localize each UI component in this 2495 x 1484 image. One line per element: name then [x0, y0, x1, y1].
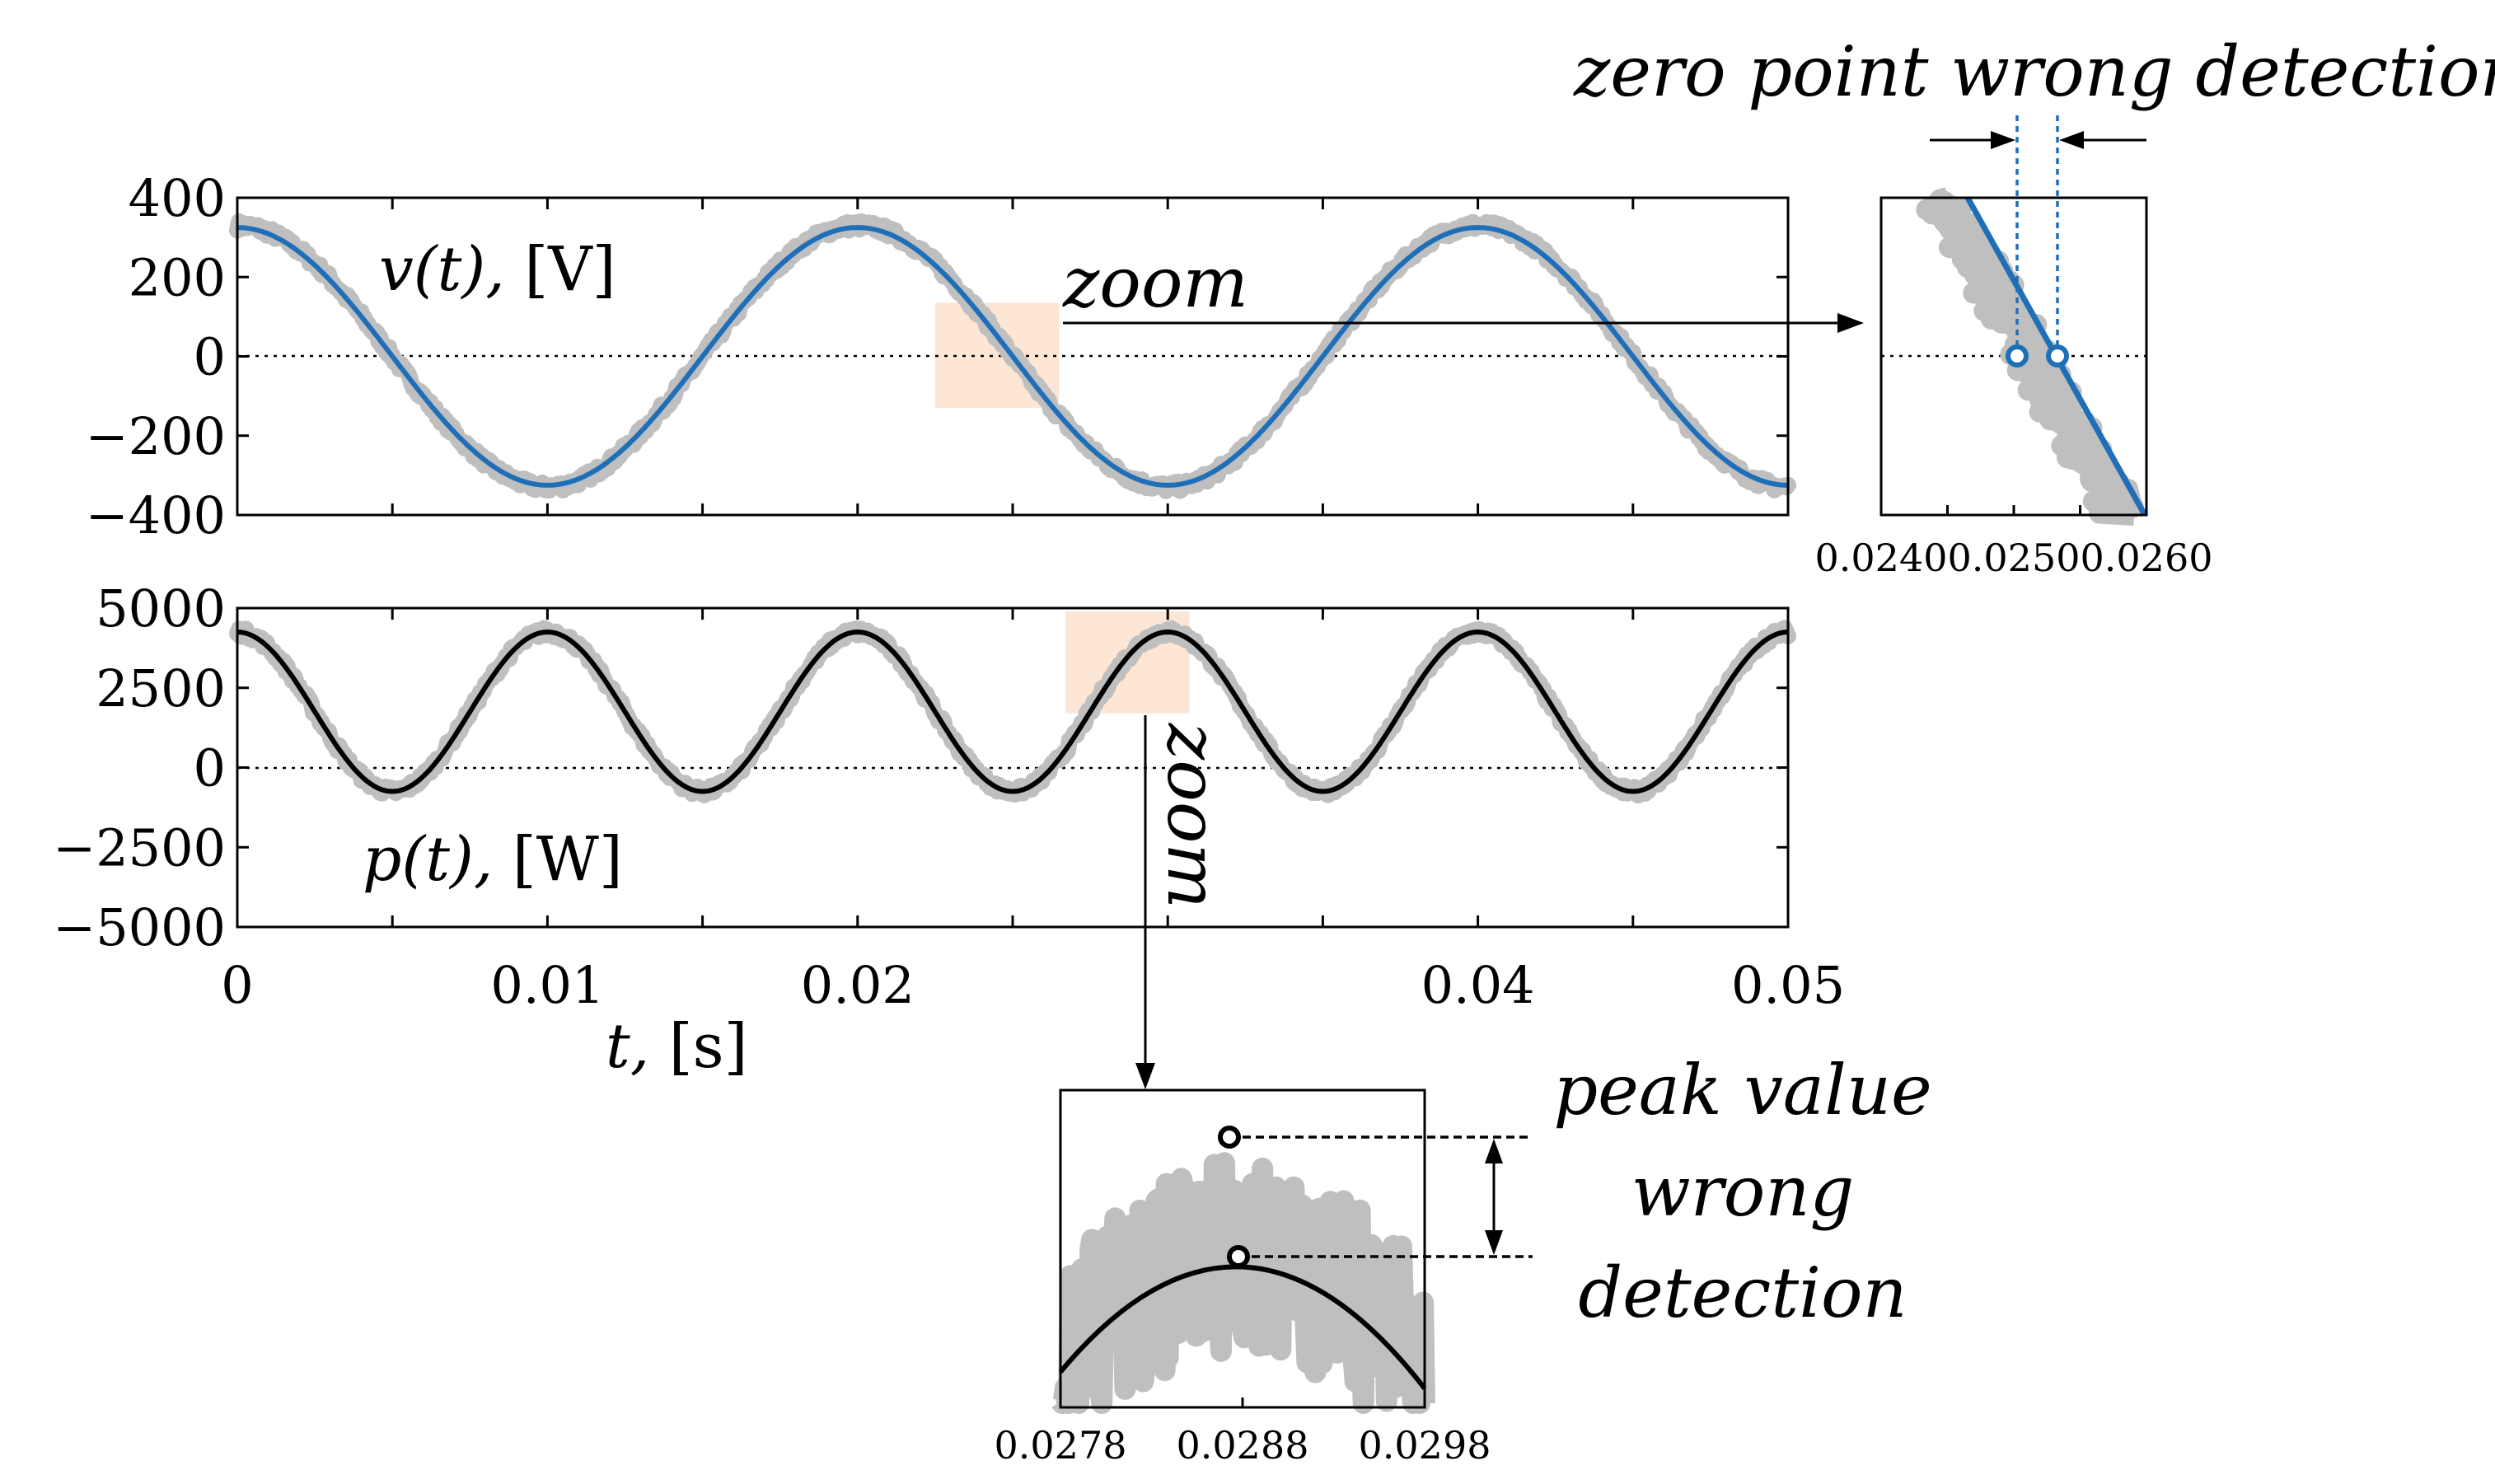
y-tick-label: −5000	[53, 897, 226, 957]
power-zoom-label: zoom	[1152, 723, 1233, 909]
peak-arrow-head-top	[1485, 1139, 1503, 1163]
peak-inset-noise-band	[1051, 1152, 1435, 1414]
x-tick-label: 0.02	[801, 955, 915, 1015]
zero-inset-noise	[1916, 187, 2144, 526]
voltage-zoom-label: zoom	[1062, 242, 1248, 323]
zero-arrow-right-head	[2059, 131, 2084, 149]
zero-marker-2	[2046, 344, 2069, 367]
peak-annotation-line-1: peak value	[1553, 1050, 1931, 1131]
x-axis-label: t, [s]	[606, 1011, 748, 1082]
y-tick-label: 5000	[96, 578, 226, 639]
y-tick-label: 200	[129, 247, 226, 307]
zero-marker-1	[2006, 344, 2029, 367]
y-tick-label: 0	[194, 738, 226, 798]
voltage-fitted-series	[236, 225, 1789, 488]
zero-point-inset: 0.0240 0.0250 0.0260 zero point wrong dete…	[1573, 31, 2495, 580]
voltage-zoom-pointer: zoom	[1062, 242, 1864, 333]
power-zoom-arrowhead	[1135, 1063, 1155, 1089]
x-tick-label: 0.01	[490, 955, 604, 1015]
power-y-ticks: 5000 2500 0 −2500 −5000	[53, 578, 1788, 957]
peak-arrow-head-bottom	[1485, 1230, 1503, 1255]
y-tick-label: −2500	[53, 817, 226, 878]
peak-marker-fitted	[1227, 1245, 1250, 1268]
power-panel: 5000 2500 0 −2500 −5000 0 0.01 0.02 0.04 0.05 p(…	[53, 578, 1845, 1082]
power-fitted-series	[236, 629, 1789, 794]
peak-inset-x-tick-label: 0.0288	[1177, 1423, 1309, 1468]
peak-value-inset: 0.0278 0.0288 0.0298 peak value wrong dete…	[995, 1050, 1932, 1468]
peak-inset-x-tick-label: 0.0278	[995, 1423, 1127, 1468]
voltage-panel: 400 200 0 −200 −400 v(t), [V]	[86, 168, 1796, 545]
peak-inset-noise	[1051, 1152, 1435, 1414]
y-tick-label: 400	[129, 168, 226, 228]
y-tick-label: −400	[86, 485, 226, 545]
zero-inset-x-tick-label: 0.0250	[1948, 536, 2081, 580]
peak-annotation-line-3: detection	[1578, 1252, 1907, 1333]
peak-inset-x-ticks: 0.0278 0.0288 0.0298	[995, 1397, 1491, 1468]
power-series-label: p(t), [W]	[363, 824, 623, 895]
x-tick-label: 0.05	[1731, 955, 1845, 1015]
peak-marker-noisy	[1218, 1126, 1241, 1149]
voltage-y-ticks: 400 200 0 −200 −400	[86, 168, 1788, 545]
x-tick-label: 0.04	[1421, 955, 1535, 1015]
x-tick-label: 0	[221, 955, 253, 1015]
peak-annotation-line-2: wrong	[1631, 1151, 1855, 1232]
voltage-series-label: v(t), [V]	[379, 234, 616, 305]
zero-point-annotation: zero point wrong detection	[1573, 31, 2495, 112]
y-tick-label: −200	[86, 406, 226, 466]
power-zoom-pointer: zoom	[1135, 715, 1233, 1089]
zero-inset-x-tick-label: 0.0260	[2081, 536, 2213, 580]
peak-inset-x-tick-label: 0.0298	[1359, 1423, 1491, 1468]
zero-inset-noise-band	[1916, 187, 2144, 526]
voltage-zoom-arrowhead	[1837, 313, 1864, 333]
zero-arrow-left-head	[1991, 131, 2015, 149]
power-x-ticks: 0 0.01 0.02 0.04 0.05	[221, 608, 1845, 1015]
y-tick-label: 0	[194, 327, 226, 387]
zero-inset-x-ticks: 0.0240 0.0250 0.0260	[1815, 505, 2213, 580]
y-tick-label: 2500	[96, 658, 226, 719]
voltage-x-ticks	[236, 198, 1790, 515]
zero-inset-x-tick-label: 0.0240	[1815, 536, 1948, 580]
